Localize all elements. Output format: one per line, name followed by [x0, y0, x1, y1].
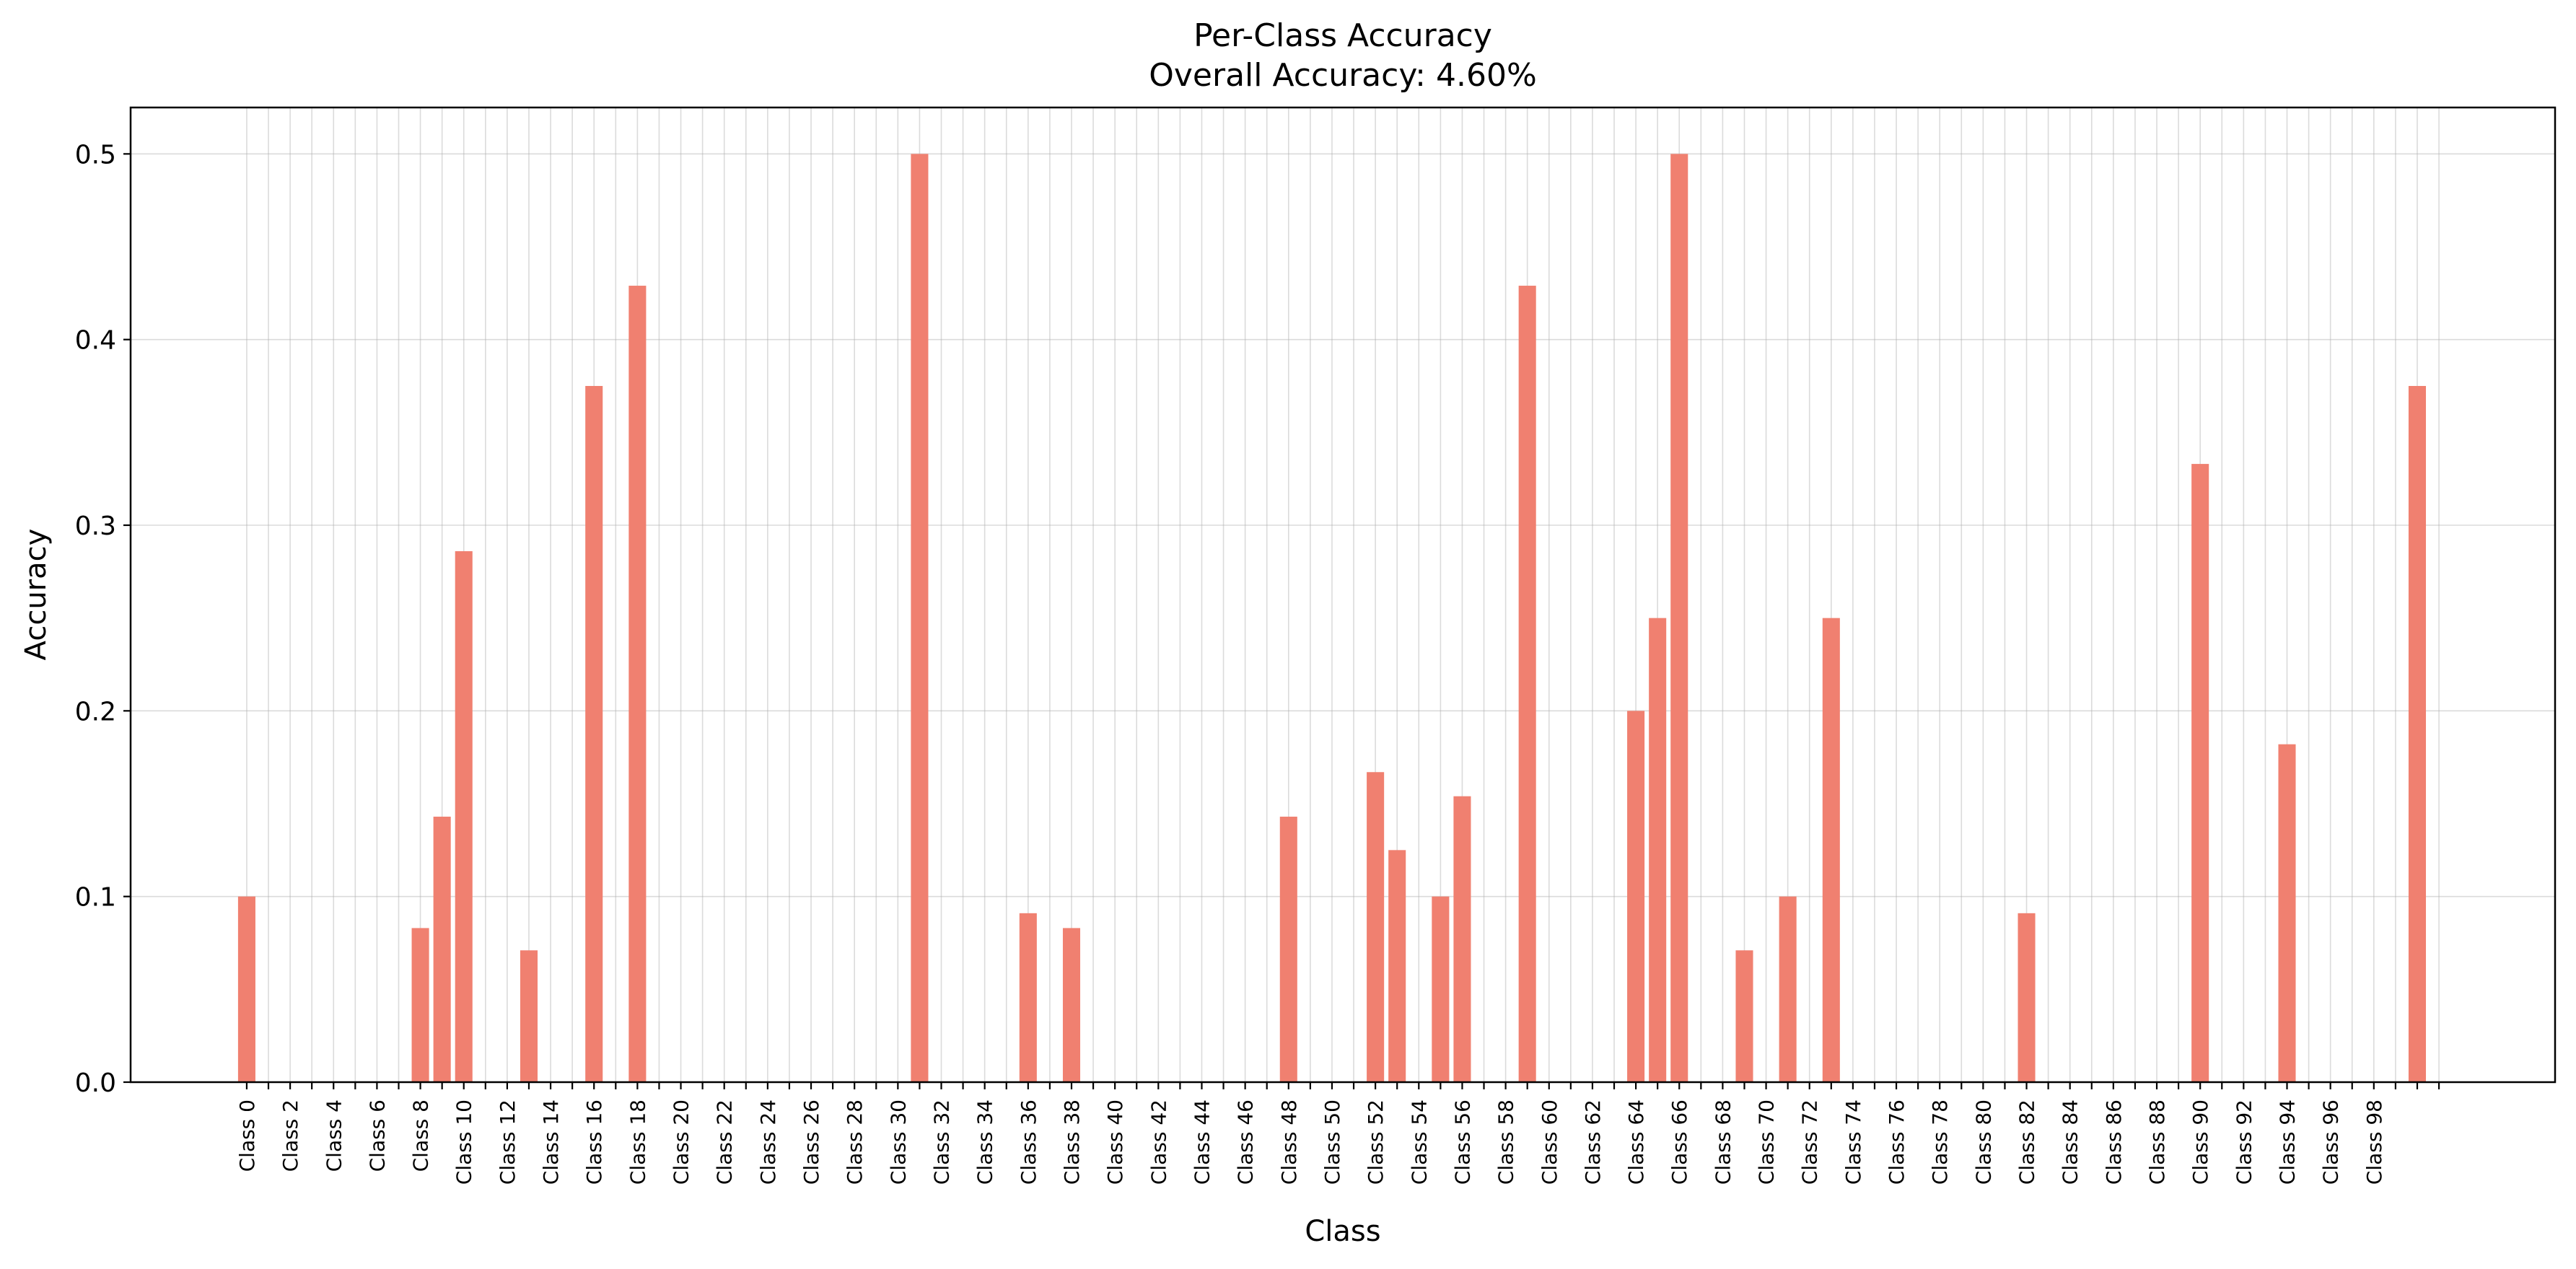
- x-tick-label: Class 10: [452, 1099, 476, 1185]
- bar-class-100: [2408, 386, 2427, 1082]
- bar-class-64: [1627, 711, 1645, 1082]
- bar-class-65: [1649, 618, 1667, 1082]
- x-tick-label: Class 24: [756, 1099, 780, 1185]
- x-tick-label: Class 70: [1755, 1099, 1779, 1185]
- x-tick-label: Class 52: [1364, 1099, 1388, 1185]
- bar-class-8: [411, 928, 429, 1082]
- x-tick-label: Class 34: [973, 1099, 997, 1185]
- x-tick-label: Class 54: [1407, 1099, 1431, 1185]
- bar-class-73: [1822, 618, 1840, 1082]
- bar-class-9: [433, 817, 451, 1082]
- chart-subtitle: Overall Accuracy: 4.60%: [1149, 57, 1537, 94]
- x-tick-label: Class 56: [1450, 1099, 1474, 1185]
- x-tick-label: Class 78: [1928, 1099, 1952, 1185]
- plot-frame: [129, 106, 2557, 1084]
- chart-title: Per-Class Accuracy: [1193, 17, 1492, 54]
- x-tick-label: Class 38: [1060, 1099, 1084, 1185]
- bar-class-55: [1432, 896, 1450, 1082]
- y-axis-label: Accuracy: [19, 529, 53, 661]
- x-tick-label: Class 16: [582, 1099, 606, 1185]
- y-axis-ticks: 0.0 0.1 0.2 0.3 0.4 0.5: [75, 140, 131, 1098]
- x-tick-label: Class 4: [322, 1099, 346, 1172]
- bar-class-56: [1453, 796, 1471, 1082]
- x-tick-label: Class 98: [2362, 1099, 2386, 1185]
- x-tick-label: Class 84: [2059, 1099, 2082, 1185]
- x-tick-label: Class 64: [1624, 1099, 1648, 1185]
- x-tick-label: Class 14: [539, 1099, 563, 1185]
- y-tick-label: 0.0: [75, 1068, 116, 1098]
- bar-class-69: [1735, 950, 1753, 1082]
- x-tick-label: Class 50: [1320, 1099, 1344, 1185]
- x-tick-label: Class 28: [843, 1099, 867, 1185]
- x-tick-label: Class 32: [930, 1099, 954, 1185]
- x-tick-label: Class 62: [1581, 1099, 1605, 1185]
- y-tick-label: 0.5: [75, 140, 116, 170]
- x-tick-label: Class 92: [2232, 1099, 2256, 1185]
- x-tick-label: Class 18: [626, 1099, 649, 1185]
- x-tick-label: Class 12: [496, 1099, 520, 1185]
- x-axis-label: Class: [1305, 1215, 1380, 1248]
- x-tick-label: Class 94: [2276, 1099, 2300, 1185]
- x-tick-label: Class 6: [365, 1099, 389, 1172]
- bar-class-18: [628, 286, 647, 1082]
- x-tick-label: Class 88: [2145, 1099, 2169, 1185]
- x-tick-label: Class 30: [886, 1099, 910, 1185]
- bar-class-52: [1367, 772, 1385, 1082]
- bar-class-38: [1062, 928, 1081, 1082]
- bars: [237, 154, 2427, 1082]
- y-tick-label: 0.2: [75, 697, 116, 726]
- bar-class-36: [1019, 913, 1037, 1082]
- x-tick-label: Class 80: [1971, 1099, 1995, 1185]
- x-tick-label: Class 96: [2319, 1099, 2343, 1185]
- bar-class-66: [1670, 154, 1688, 1082]
- x-tick-label: Class 58: [1494, 1099, 1518, 1185]
- bar-class-13: [520, 950, 538, 1082]
- x-tick-label: Class 44: [1190, 1099, 1214, 1185]
- y-tick-label: 0.1: [75, 883, 116, 913]
- x-tick-label: Class 72: [1798, 1099, 1822, 1185]
- x-tick-label: Class 0: [235, 1099, 259, 1172]
- x-tick-label: Class 2: [279, 1099, 302, 1172]
- bar-class-59: [1518, 286, 1536, 1082]
- x-tick-label: Class 40: [1103, 1099, 1127, 1185]
- bar-class-53: [1388, 850, 1406, 1082]
- bar-class-71: [1779, 896, 1797, 1082]
- x-tick-label: Class 26: [799, 1099, 823, 1185]
- x-tick-label: Class 68: [1711, 1099, 1735, 1185]
- bar-class-48: [1279, 817, 1297, 1082]
- x-tick-label: Class 76: [1885, 1099, 1909, 1185]
- bar-class-0: [237, 896, 255, 1082]
- x-tick-label: Class 36: [1017, 1099, 1041, 1185]
- x-tick-label: Class 20: [670, 1099, 693, 1185]
- x-axis-ticks: Class 0 Class 2 Class 4 Class 6 Class 8 Class…: [235, 1082, 2440, 1185]
- bar-class-94: [2278, 744, 2296, 1082]
- x-tick-label: Class 66: [1668, 1099, 1691, 1185]
- x-tick-label: Class 82: [2015, 1099, 2039, 1185]
- bar-class-16: [585, 386, 603, 1082]
- x-tick-label: Class 90: [2189, 1099, 2212, 1185]
- y-tick-label: 0.3: [75, 511, 116, 541]
- bar-class-82: [2018, 913, 2036, 1082]
- x-tick-label: Class 22: [713, 1099, 737, 1185]
- x-tick-label: Class 46: [1234, 1099, 1258, 1185]
- y-tick-label: 0.4: [75, 326, 116, 356]
- x-tick-label: Class 8: [409, 1099, 433, 1172]
- bar-class-31: [911, 154, 929, 1082]
- x-tick-label: Class 86: [2102, 1099, 2126, 1185]
- grid-lines: [131, 107, 2555, 1083]
- bar-class-90: [2191, 464, 2209, 1082]
- x-tick-label: Class 48: [1277, 1099, 1301, 1185]
- x-tick-label: Class 60: [1538, 1099, 1561, 1185]
- bar-class-10: [455, 551, 473, 1082]
- x-tick-label: Class 74: [1841, 1099, 1865, 1185]
- x-tick-label: Class 42: [1147, 1099, 1170, 1185]
